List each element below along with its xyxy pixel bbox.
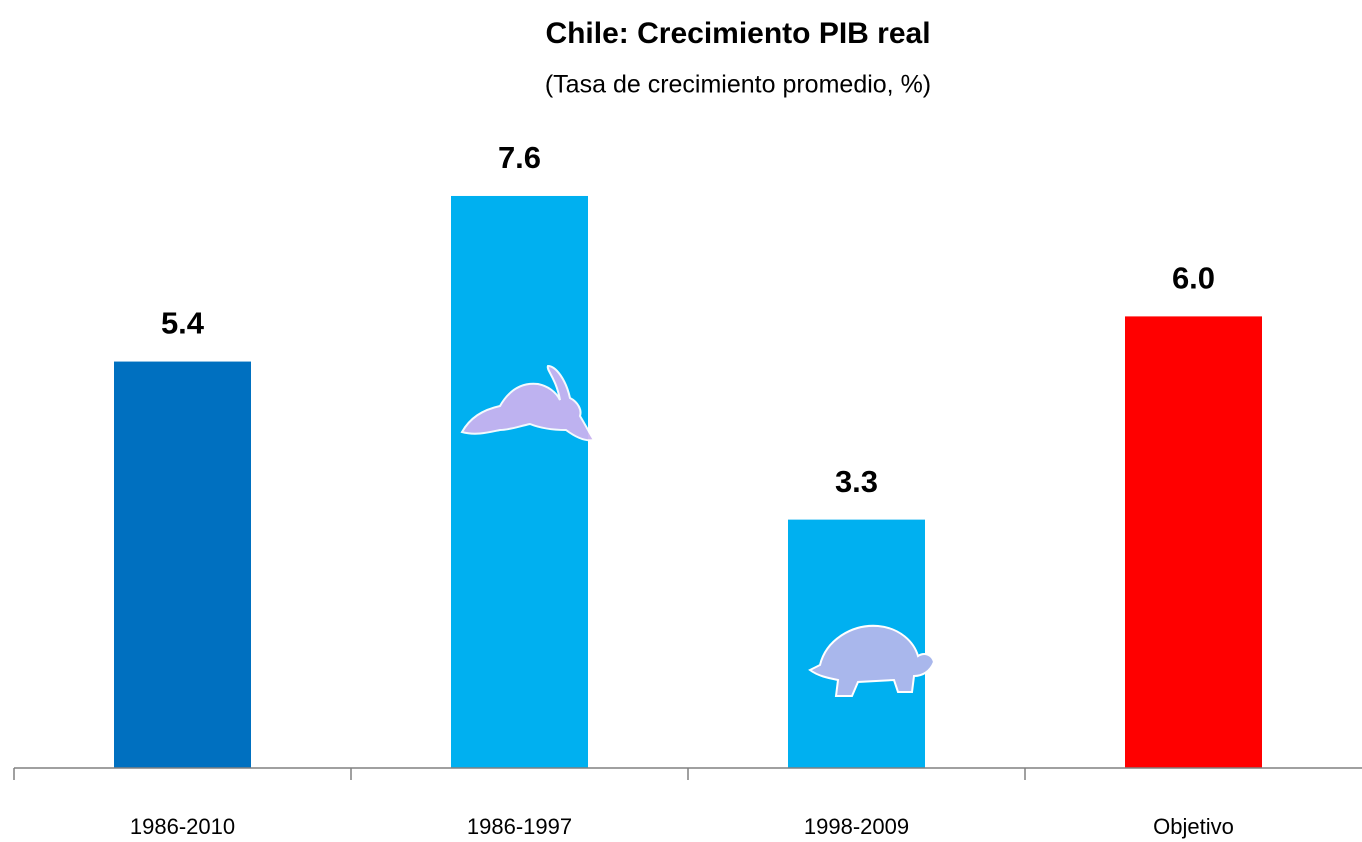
- value-label: 7.6: [498, 140, 541, 175]
- value-label: 6.0: [1172, 261, 1215, 296]
- chart-subtitle: (Tasa de crecimiento promedio, %): [545, 71, 931, 99]
- bar: [1125, 316, 1262, 768]
- x-axis: 1986-2010 1986-1997 1998-2009 Objetivo: [13, 767, 1362, 839]
- bar: [114, 361, 251, 768]
- value-label: 3.3: [835, 464, 878, 499]
- x-tick-label: 1998-2009: [804, 814, 909, 839]
- turtle-icon: [808, 624, 936, 697]
- x-tick-label: 1986-2010: [130, 814, 235, 839]
- chart-title: Chile: Crecimiento PIB real: [545, 17, 930, 50]
- bars: 5.4 7.6 3.3 6.0: [114, 140, 1262, 768]
- value-label: 5.4: [161, 306, 205, 341]
- bar: [451, 195, 588, 768]
- x-tick-label: 1986-1997: [467, 814, 572, 839]
- rabbit-icon: [460, 364, 596, 442]
- x-tick-label: Objetivo: [1153, 814, 1234, 839]
